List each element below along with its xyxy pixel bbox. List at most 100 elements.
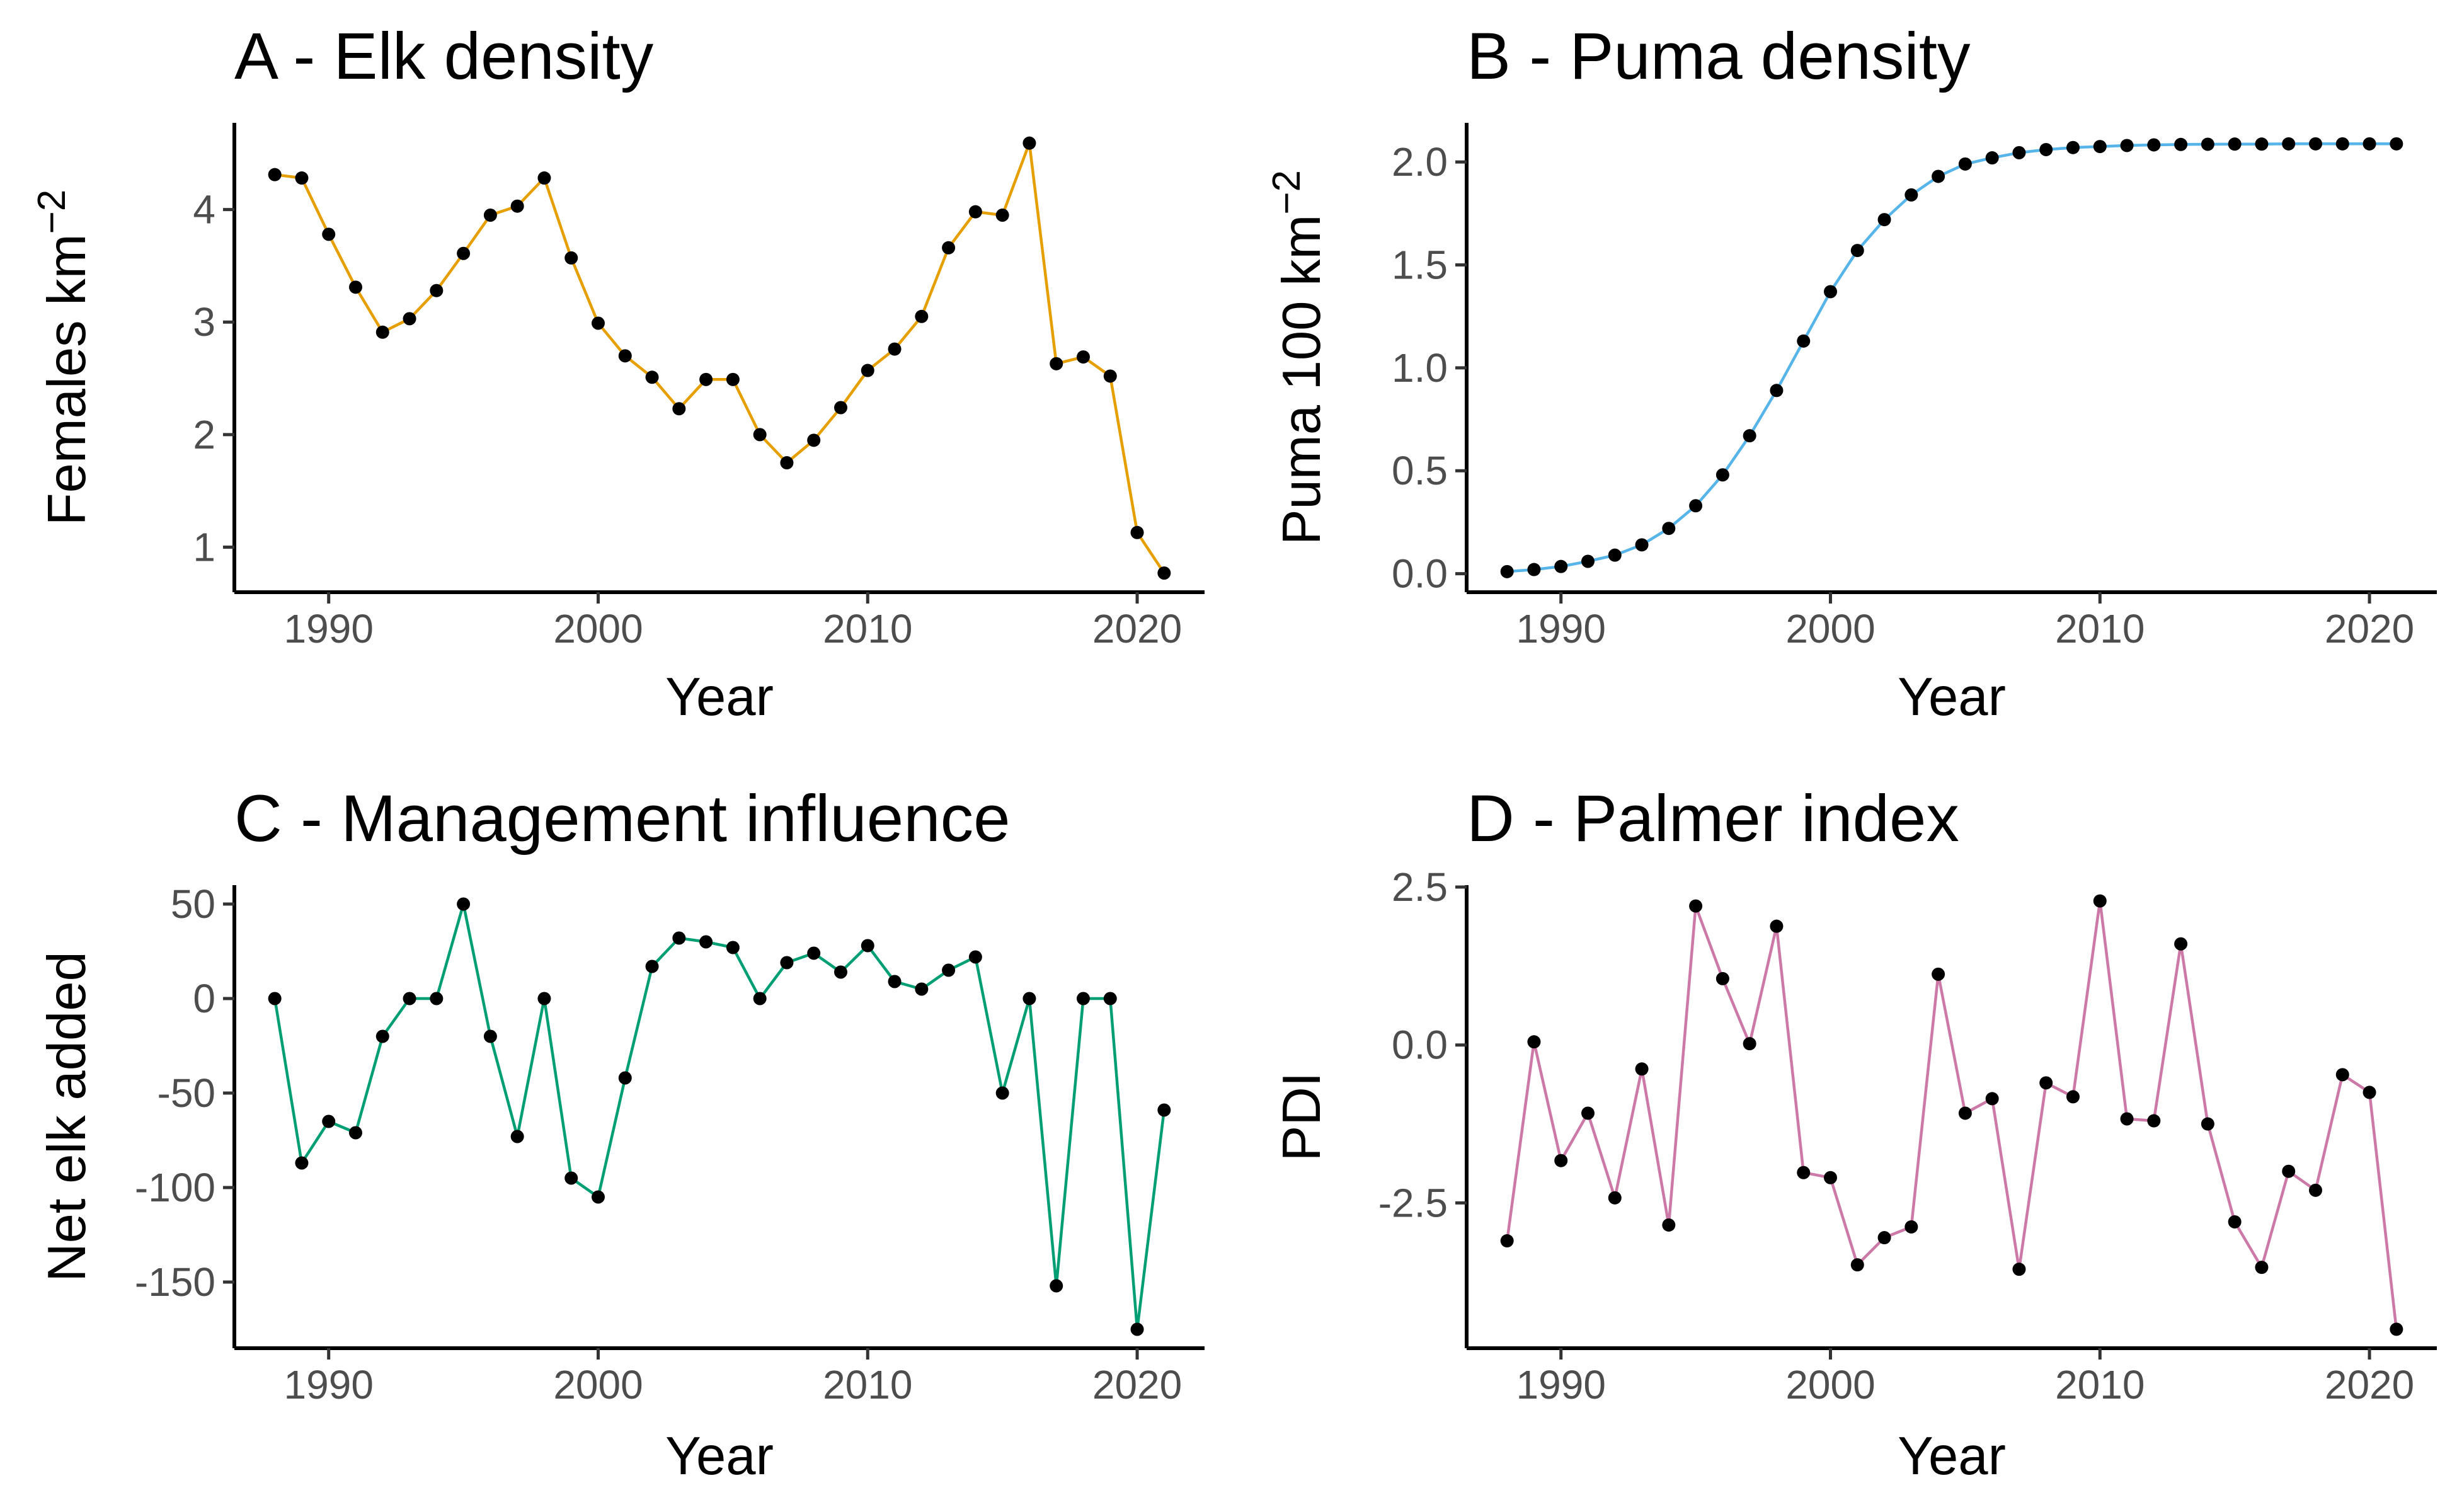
x-axis-title: Year [665,667,774,727]
y-tick-label: 1.0 [1392,345,1448,391]
data-point [726,372,740,386]
data-point [1715,468,1729,482]
data-point [457,897,471,911]
x-axis-title: Year [665,1426,774,1486]
data-point [2147,138,2161,152]
data-point [1157,1103,1171,1117]
series-line [1505,899,2398,1330]
x-tick-label: 2000 [553,606,643,651]
data-point [861,939,874,953]
data-point [780,956,794,970]
y-axis-title-text: Puma 100 km [1272,215,1332,545]
data-point [780,456,794,470]
y-tick-label: 2.0 [1392,139,1448,185]
x-axis-title: Year [1898,1426,2006,1486]
y-tick-label: 0 [193,976,215,1021]
data-point [807,946,821,960]
data-point [537,171,551,185]
data-point [618,349,632,363]
y-tick-label: 0.5 [1392,448,1448,493]
data-point [1022,136,1036,150]
data-point [1850,244,1864,258]
data-point [1077,992,1090,1005]
data-point [1527,1035,1541,1049]
data-point [1500,1234,1514,1248]
data-point [592,316,605,330]
data-point [1581,554,1595,568]
data-point [1130,1322,1144,1336]
data-point [2039,1076,2053,1090]
panel-puma-density: B - Puma density 1990 2000 2010 2020 0.0 0.5 1.… [1265,20,2437,727]
data-point [295,1156,309,1170]
data-point [2335,1068,2349,1082]
y-axis-title-text: PDI [1272,1072,1332,1162]
y-axis-title: Net elk added [37,951,97,1282]
data-point [995,1086,1009,1100]
data-point [861,364,874,377]
data-point [1581,1106,1595,1120]
data-point [375,1029,389,1043]
y-tick-label: -50 [158,1070,216,1116]
data-point [2309,1183,2322,1197]
y-tick-label: 2 [193,412,215,457]
y-tick-label: 0.0 [1392,1022,1448,1068]
data-point [295,171,309,185]
data-point [888,975,902,988]
data-point [592,1190,605,1204]
x-axis-title: Year [1898,667,2006,727]
data-point [1662,1218,1676,1232]
data-point [2390,1322,2403,1336]
data-point [1157,566,1171,580]
data-point [672,931,686,945]
data-point [1985,1092,1999,1106]
data-point [1500,564,1514,578]
data-point [942,963,956,977]
data-point [2362,1085,2376,1099]
data-point [483,1029,497,1043]
x-tick-label: 1990 [1516,1362,1606,1407]
data-point [915,309,929,323]
data-point [2201,1117,2214,1131]
data-point [510,1130,524,1143]
panel-palmer-index: D - Palmer index 1990 2000 2010 2020 2.5 0.0 -2… [1272,782,2437,1486]
x-tick-label: 2000 [1785,1362,1875,1407]
data-point [1635,538,1649,552]
data-point [2093,894,2107,908]
data-point [834,401,847,415]
data-point [645,959,659,973]
data-point [349,1126,362,1140]
panel-title: D - Palmer index [1467,782,1959,856]
data-point [1077,350,1090,364]
data-point [1877,213,1891,227]
data-point [807,433,821,447]
panel-title: C - Management influence [234,782,1011,856]
data-point [1797,334,1811,348]
data-point [2255,1261,2269,1274]
data-point [2335,137,2349,151]
data-point [888,342,902,356]
y-tick-label: -2.5 [1378,1180,1448,1225]
y-tick-label: 4 [193,187,215,232]
data-point [2228,137,2242,151]
data-point [2093,140,2107,154]
y-tick-label: 50 [171,881,215,927]
data-point [2390,137,2403,151]
y-tick-label: 2.5 [1392,864,1448,910]
data-point [430,992,444,1005]
data-point [510,199,524,213]
x-tick-label: 2020 [1092,606,1182,651]
data-point [915,982,929,996]
data-point [268,992,282,1005]
y-axis-title: PDI [1272,1072,1332,1162]
data-point [1904,1220,1918,1234]
data-point [2201,137,2214,151]
data-point [1715,971,1729,985]
data-point [968,205,982,219]
data-point [1743,1037,1756,1051]
data-point [457,246,471,260]
data-point [1797,1166,1811,1179]
y-axis-title-superscript: −2 [1265,170,1309,215]
panel-title: A - Elk density [234,20,654,93]
data-point [2012,146,2026,159]
data-point [618,1071,632,1085]
